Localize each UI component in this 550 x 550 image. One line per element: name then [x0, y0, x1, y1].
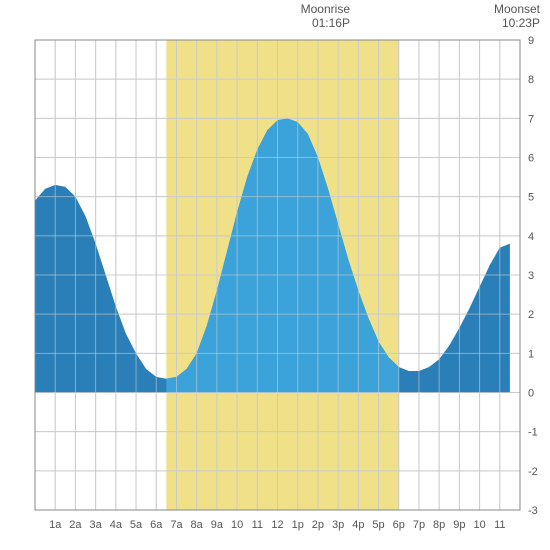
moonset-label: Moonset 10:23P — [470, 2, 540, 31]
y-tick-label: 2 — [528, 309, 534, 321]
y-tick-label: 8 — [528, 74, 534, 86]
x-tick-label: 6a — [150, 519, 163, 531]
moonset-time: 10:23P — [502, 16, 540, 30]
x-tick-label: 4p — [352, 519, 364, 531]
x-tick-label: 1a — [49, 519, 62, 531]
x-tick-label: 9a — [211, 519, 224, 531]
x-tick-label: 12 — [271, 519, 283, 531]
moonrise-time: 01:16P — [312, 16, 350, 30]
x-tick-label: 8a — [191, 519, 204, 531]
x-tick-label: 5p — [372, 519, 384, 531]
y-tick-label: 7 — [528, 113, 534, 125]
x-tick-label: 8p — [433, 519, 445, 531]
x-tick-label: 10 — [231, 519, 243, 531]
y-tick-label: -1 — [528, 427, 538, 439]
y-tick-label: -3 — [528, 505, 538, 517]
x-tick-label: 9p — [453, 519, 465, 531]
moonrise-label: Moonrise 01:16P — [280, 2, 350, 31]
x-tick-label: 7p — [413, 519, 425, 531]
x-tick-label: 7a — [170, 519, 183, 531]
x-tick-label: 2p — [312, 519, 324, 531]
tide-chart: Moonrise 01:16P Moonset 10:23P -3-2-1012… — [0, 0, 550, 550]
x-tick-label: 6p — [393, 519, 405, 531]
y-tick-label: 1 — [528, 348, 534, 360]
y-tick-label: -2 — [528, 466, 538, 478]
moonset-title: Moonset — [494, 2, 540, 16]
y-tick-label: 6 — [528, 153, 534, 165]
moonrise-title: Moonrise — [301, 2, 350, 16]
x-tick-label: 3p — [332, 519, 344, 531]
x-tick-label: 11 — [252, 519, 263, 531]
y-tick-label: 9 — [528, 35, 534, 47]
y-tick-label: 4 — [528, 231, 534, 243]
y-tick-label: 3 — [528, 270, 534, 282]
x-tick-label: 10 — [473, 519, 485, 531]
x-tick-label: 3a — [90, 519, 103, 531]
chart-svg: -3-2-101234567891a2a3a4a5a6a7a8a9a101112… — [0, 0, 550, 550]
y-tick-label: 5 — [528, 192, 534, 204]
x-tick-label: 5a — [130, 519, 143, 531]
x-tick-label: 2a — [69, 519, 82, 531]
x-tick-label: 1p — [292, 519, 304, 531]
y-tick-label: 0 — [528, 388, 534, 400]
x-tick-label: 11 — [494, 519, 505, 531]
x-tick-label: 4a — [110, 519, 123, 531]
